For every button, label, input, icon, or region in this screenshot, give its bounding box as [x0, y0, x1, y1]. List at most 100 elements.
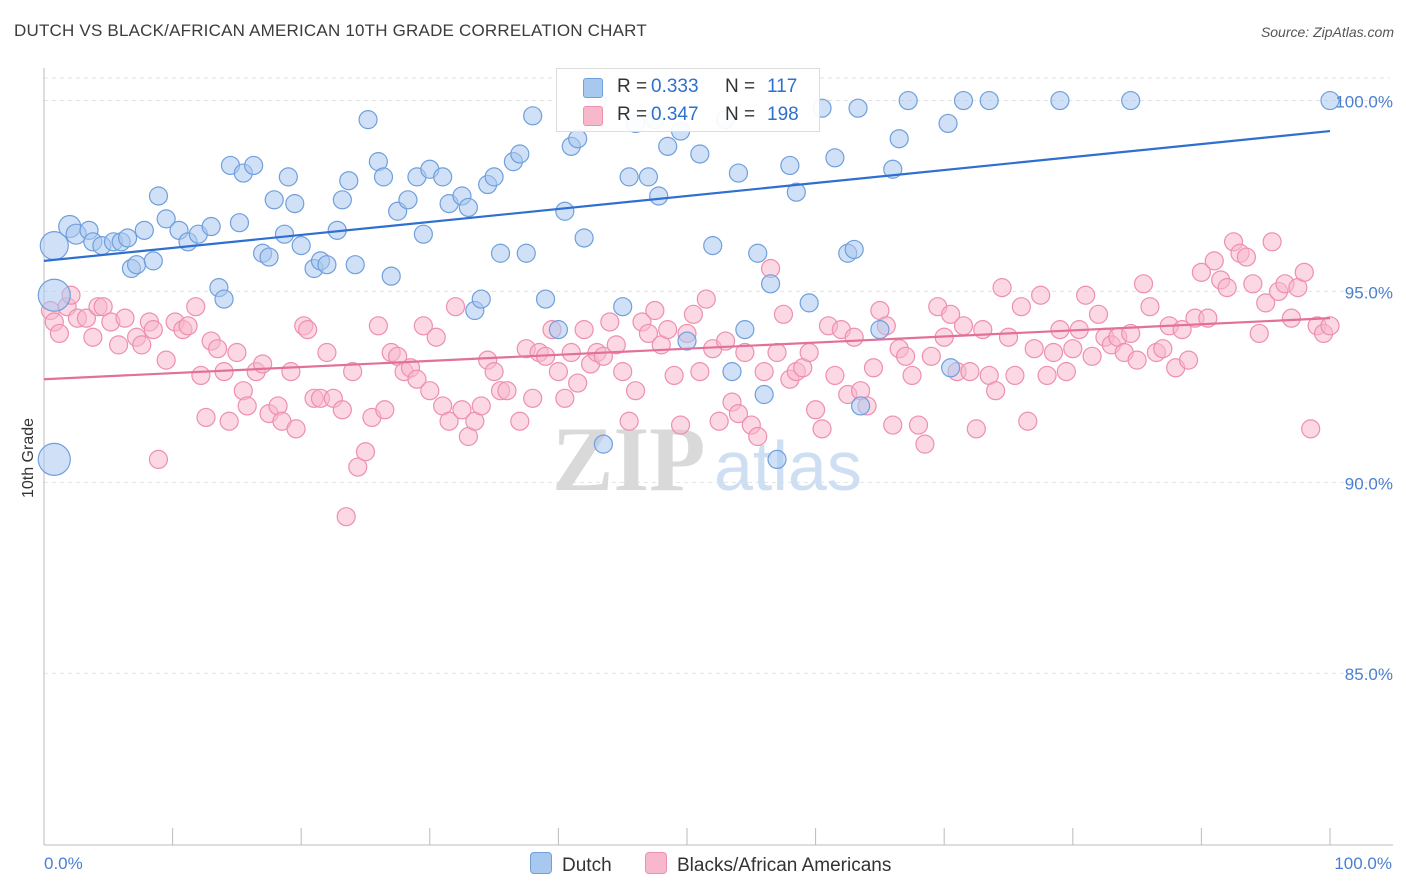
data-point: [600, 312, 620, 332]
data-point: [373, 167, 394, 187]
data-point: [902, 365, 922, 386]
data-point: [941, 304, 961, 324]
data-point: [703, 236, 723, 256]
data-point: [281, 362, 301, 382]
data-point: [1082, 346, 1102, 366]
trend-lines: [43, 129, 1331, 381]
data-point: [510, 411, 530, 431]
data-point: [471, 289, 491, 309]
data-point: [1301, 419, 1321, 439]
data-point: [979, 90, 999, 111]
data-point: [108, 335, 129, 355]
data-point: [345, 255, 365, 275]
data-point: [420, 381, 440, 401]
data-point: [754, 362, 774, 382]
data-point: [143, 320, 163, 340]
y-axis-label: 10th Grade: [20, 418, 37, 498]
data-point: [332, 400, 352, 420]
data-point: [561, 342, 581, 363]
data-point: [452, 400, 472, 420]
data-point: [1127, 350, 1147, 370]
data-point: [722, 362, 742, 382]
data-point: [1281, 308, 1302, 328]
data-point: [593, 434, 614, 454]
data-point: [484, 167, 504, 187]
data-point: [992, 278, 1012, 298]
x-tick-label-max: 100.0%: [1334, 854, 1392, 873]
data-point: [285, 194, 305, 214]
data-point: [1243, 274, 1263, 294]
legend-r-label: R =: [617, 104, 648, 125]
data-point: [1050, 90, 1070, 111]
data-point: [690, 362, 710, 382]
data-point: [664, 365, 684, 386]
data-point: [471, 396, 491, 416]
data-point: [896, 346, 916, 366]
data-point: [1217, 278, 1237, 298]
data-point: [1005, 365, 1025, 386]
data-point: [767, 449, 787, 470]
data-point: [358, 110, 378, 130]
legend-n-label: N =: [725, 76, 756, 97]
data-point: [619, 167, 639, 187]
data-point: [49, 323, 70, 344]
legend-n-label: N =: [725, 104, 756, 125]
data-point: [908, 415, 929, 435]
data-point: [413, 316, 433, 336]
data-point: [381, 266, 401, 286]
bottom-legend-label-dutch: Dutch: [562, 855, 612, 876]
source-note: Source: ZipAtlas.com: [1260, 24, 1394, 40]
data-point: [658, 320, 678, 340]
data-point: [196, 407, 216, 428]
data-point: [1140, 297, 1160, 317]
data-point: [343, 362, 363, 382]
data-point: [986, 381, 1006, 401]
data-point: [658, 136, 678, 156]
data-point: [83, 327, 103, 347]
chart-title: DUTCH VS BLACK/AFRICAN AMERICAN 10TH GRA…: [14, 21, 647, 40]
data-point: [484, 362, 504, 382]
data-point: [1056, 362, 1076, 382]
data-point: [863, 358, 884, 378]
data-point: [649, 186, 669, 206]
data-point: [37, 278, 71, 312]
data-point: [93, 297, 113, 317]
bottom-legend-swatch-black: [645, 852, 667, 874]
data-point: [208, 339, 228, 359]
data-point: [497, 381, 517, 401]
data-point: [1076, 285, 1096, 305]
data-point: [683, 304, 704, 324]
data-point: [214, 289, 234, 309]
data-point: [433, 167, 453, 187]
data-point: [767, 342, 787, 363]
legend-dutch-r: 0.333: [651, 76, 699, 97]
data-point: [728, 403, 749, 424]
data-point: [259, 247, 279, 267]
data-point: [690, 144, 710, 164]
trend-line-black: [43, 317, 1331, 381]
data-point: [728, 163, 749, 183]
data-point: [407, 369, 427, 389]
data-point: [298, 320, 318, 340]
data-point: [754, 384, 774, 405]
data-point: [780, 155, 800, 176]
stats-legend: R = 0.333 N = 117 R = 0.347 N = 198: [556, 68, 820, 132]
data-point: [317, 255, 337, 275]
data-point: [1320, 316, 1340, 336]
data-point: [1191, 262, 1212, 282]
data-point: [186, 297, 206, 317]
data-point: [638, 323, 659, 344]
data-point: [1249, 323, 1269, 344]
data-point: [439, 411, 459, 431]
data-point: [568, 373, 588, 393]
data-point: [998, 327, 1019, 347]
data-point: [156, 350, 176, 370]
data-point: [115, 308, 135, 328]
data-point: [1262, 232, 1282, 252]
data-point: [336, 507, 356, 527]
data-point: [458, 197, 478, 218]
data-point: [332, 190, 352, 210]
data-point: [1043, 342, 1064, 363]
x-tick-label-min: 0.0%: [44, 854, 83, 873]
data-point: [523, 388, 543, 408]
